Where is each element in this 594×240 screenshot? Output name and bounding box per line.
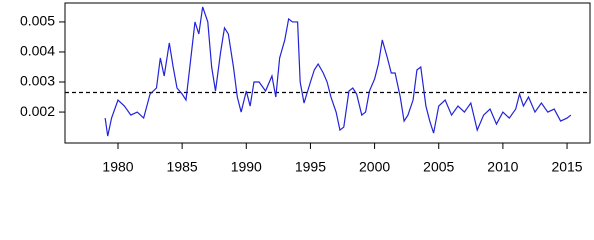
y-tick-label: 0.003 xyxy=(20,73,55,89)
plot-frame xyxy=(64,2,591,144)
x-tick-label: 1995 xyxy=(295,159,326,175)
data-line xyxy=(104,6,572,137)
x-tick-label: 2005 xyxy=(423,159,454,175)
chart: 0.002 0.003 0.004 0.005 1980 1985 1990 1995 2000… xyxy=(20,2,591,175)
x-tick-label: 2010 xyxy=(487,159,518,175)
y-tick-label: 0.005 xyxy=(20,13,55,29)
x-tick-label: 1980 xyxy=(102,159,133,175)
y-tick-label: 0.002 xyxy=(20,103,55,119)
y-tick-label: 0.004 xyxy=(20,43,55,59)
x-tick-label: 1985 xyxy=(167,159,198,175)
x-tick-label: 1990 xyxy=(231,159,262,175)
x-tick-label: 2015 xyxy=(551,159,582,175)
x-tick-label: 2000 xyxy=(359,159,390,175)
page: {"chart_data": {"type": "line", "x": [19… xyxy=(19,2,591,175)
